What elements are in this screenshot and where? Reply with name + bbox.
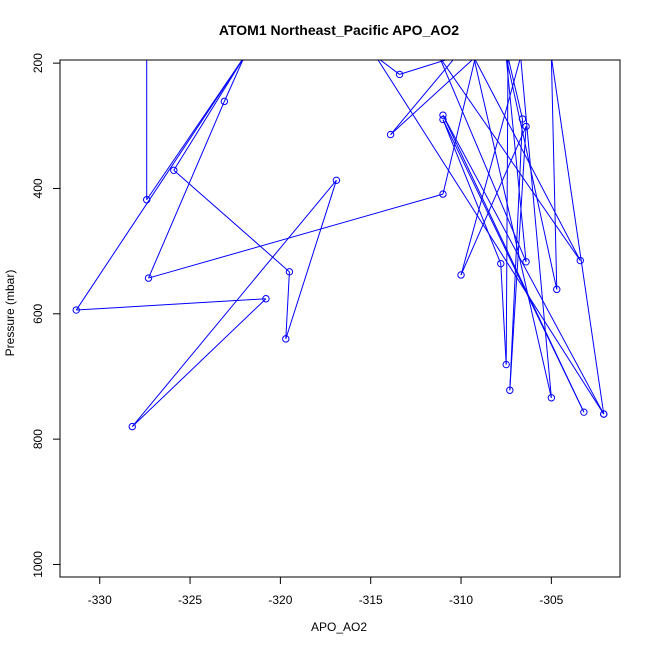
series-segment — [440, 60, 581, 261]
series-segment — [474, 60, 581, 261]
data-point — [522, 122, 530, 131]
y-axis: 200 400 600 800 1000 — [31, 53, 60, 578]
x-axis-label: APO_AO2 — [311, 620, 367, 634]
series-segment — [379, 60, 400, 75]
data-point — [437, 60, 442, 61]
data-point — [242, 60, 247, 61]
series-segment — [75, 60, 243, 311]
chart-title: ATOM1 Northeast_Pacific APO_AO2 — [219, 22, 459, 38]
series-segment — [285, 180, 337, 340]
data-point — [600, 410, 608, 418]
series-segment — [440, 60, 527, 262]
y-tick-label: 800 — [31, 429, 45, 449]
data-point — [439, 115, 447, 124]
series-segment — [442, 60, 476, 195]
series-segment — [442, 119, 502, 264]
series-segment — [442, 119, 585, 413]
data-point — [282, 335, 290, 343]
data-point — [457, 271, 465, 279]
x-tick-label: -330 — [88, 593, 112, 607]
y-axis-label: Pressure (mbar) — [3, 270, 17, 357]
series-apo-ao2 — [72, 60, 608, 431]
series-segment — [505, 60, 527, 262]
x-tick-label: -315 — [359, 593, 383, 607]
series-segment — [399, 60, 448, 75]
data-point — [518, 60, 523, 61]
data-point — [504, 60, 509, 61]
series-segment — [148, 193, 444, 279]
data-point — [395, 70, 404, 79]
series-segment — [173, 169, 290, 273]
data-point — [453, 60, 458, 61]
data-point — [502, 360, 510, 369]
data-point — [220, 97, 229, 106]
series-segment — [390, 60, 473, 135]
y-tick-label: 400 — [31, 178, 45, 198]
data-point — [506, 60, 510, 61]
data-point — [473, 60, 478, 61]
data-point — [285, 268, 294, 276]
x-tick-label: -320 — [268, 593, 292, 607]
y-tick-label: 600 — [31, 303, 45, 323]
data-point — [471, 60, 476, 61]
x-tick-label: -310 — [449, 593, 473, 607]
series-segment — [550, 60, 558, 290]
series-segment — [131, 298, 267, 427]
series-segment — [460, 60, 521, 276]
series-segment — [76, 298, 266, 311]
series-segment — [506, 60, 558, 290]
data-point — [374, 60, 379, 61]
series-segment — [223, 60, 244, 102]
y-tick-label: 200 — [31, 53, 45, 73]
series-segment — [148, 101, 225, 279]
data-point — [580, 408, 588, 416]
y-tick-label: 1000 — [31, 551, 45, 578]
data-point — [439, 111, 447, 119]
series-segment — [508, 60, 523, 120]
series-segment — [500, 263, 507, 365]
data-point — [143, 196, 151, 204]
x-tick-label: -325 — [178, 593, 202, 607]
data-point — [170, 166, 178, 174]
series-segment — [473, 60, 552, 398]
data-point — [522, 258, 530, 266]
data-point — [576, 256, 584, 265]
data-point — [72, 306, 80, 314]
series-segment — [173, 60, 243, 171]
data-point — [506, 386, 514, 394]
data-point — [386, 130, 395, 139]
data-point — [518, 115, 527, 123]
data-point — [144, 274, 153, 282]
series-segment — [509, 118, 523, 391]
series-segment — [285, 271, 290, 339]
series-segment — [442, 114, 605, 415]
series-segment — [505, 60, 509, 365]
x-axis: -330 -325 -320 -315 -310 -305 — [88, 577, 564, 607]
series-segment — [551, 60, 605, 415]
data-point — [128, 422, 136, 431]
data-point — [497, 259, 505, 268]
data-point — [549, 60, 554, 61]
data-point — [439, 190, 447, 198]
plot-frame — [59, 59, 621, 578]
series-segment — [509, 126, 527, 391]
series-segment — [131, 180, 337, 427]
series-segment — [520, 60, 552, 398]
data-point — [262, 295, 270, 303]
data-point — [547, 394, 556, 402]
data-point — [332, 176, 341, 185]
data-point — [242, 60, 247, 61]
data-point — [553, 285, 561, 294]
data-point — [144, 60, 149, 61]
x-tick-label: -305 — [539, 593, 563, 607]
